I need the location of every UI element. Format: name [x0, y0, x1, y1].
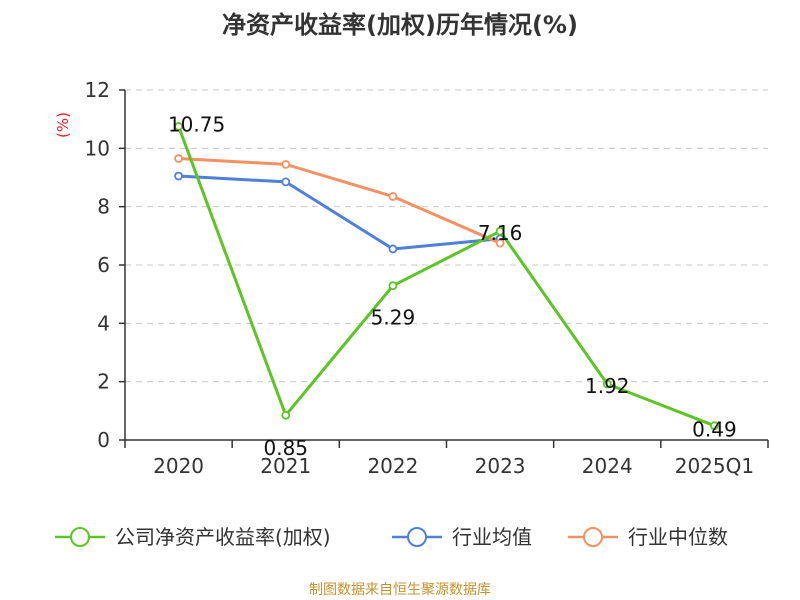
y-axis-label: (%): [54, 112, 72, 138]
chart-title: 净资产收益率(加权)历年情况(%): [222, 11, 578, 39]
y-tick-label: 4: [97, 311, 110, 335]
series-point-2: [388, 192, 398, 201]
data-label: 10.75: [168, 112, 225, 136]
data-label: 0.49: [692, 418, 737, 442]
legend-label-1: 行业均值: [452, 525, 532, 549]
series-point-1: [281, 177, 291, 187]
series-point-0: [495, 226, 505, 236]
x-tick-label: 2020: [153, 454, 204, 478]
series-point-1: [388, 244, 398, 254]
data-label: 7.16: [478, 221, 523, 245]
x-tick-label: 2021: [260, 454, 311, 478]
series-line-2: [178, 157, 501, 245]
series-point-0: [388, 281, 398, 291]
x-tick-label: 2023: [475, 454, 526, 478]
series-line-0: [177, 125, 715, 428]
y-tick-label: 12: [85, 78, 110, 102]
y-tick-label: 0: [97, 428, 110, 452]
x-tick-label: 2024: [582, 454, 633, 478]
axis-layer: 0 2 4 6 8 10 12 2020 2021 2022 2023 2024 2025Q1: [85, 78, 769, 478]
y-tick-label: 10: [85, 136, 110, 160]
legend: 公司净资产收益率(加权) 行业均值 行业中位数: [55, 525, 728, 549]
series-point-2: [174, 154, 183, 163]
x-tick-label: 2022: [367, 454, 418, 478]
data-label-layer: 10.75 0.85 5.29 7.16 1.92 0.49: [168, 112, 737, 460]
series-point-0: [602, 379, 612, 389]
y-tick-label: 8: [97, 195, 110, 219]
data-label: 1.92: [585, 374, 630, 398]
y-tick-label: 2: [97, 370, 110, 394]
legend-marker-1: [407, 527, 427, 547]
y-tick-label: 6: [97, 253, 110, 277]
source-note: 制图数据来自恒生聚源数据库: [309, 582, 491, 598]
data-label: 0.85: [263, 436, 308, 460]
series-point-0: [174, 122, 183, 131]
series-point-0: [710, 421, 719, 431]
legend-label-0: 公司净资产收益率(加权): [115, 525, 331, 549]
series-point-2: [495, 238, 505, 248]
series-layer: [174, 122, 719, 431]
series-point-2: [281, 159, 291, 169]
legend-marker-0: [70, 527, 90, 547]
legend-marker-2: [583, 527, 603, 547]
legend-label-2: 行业中位数: [628, 525, 728, 549]
series-point-1: [174, 171, 183, 181]
x-tick-label: 2025Q1: [675, 454, 754, 478]
grid-layer: [125, 89, 768, 383]
series-point-0: [281, 410, 291, 420]
data-label: 5.29: [371, 306, 416, 330]
series-line-1: [178, 174, 501, 251]
